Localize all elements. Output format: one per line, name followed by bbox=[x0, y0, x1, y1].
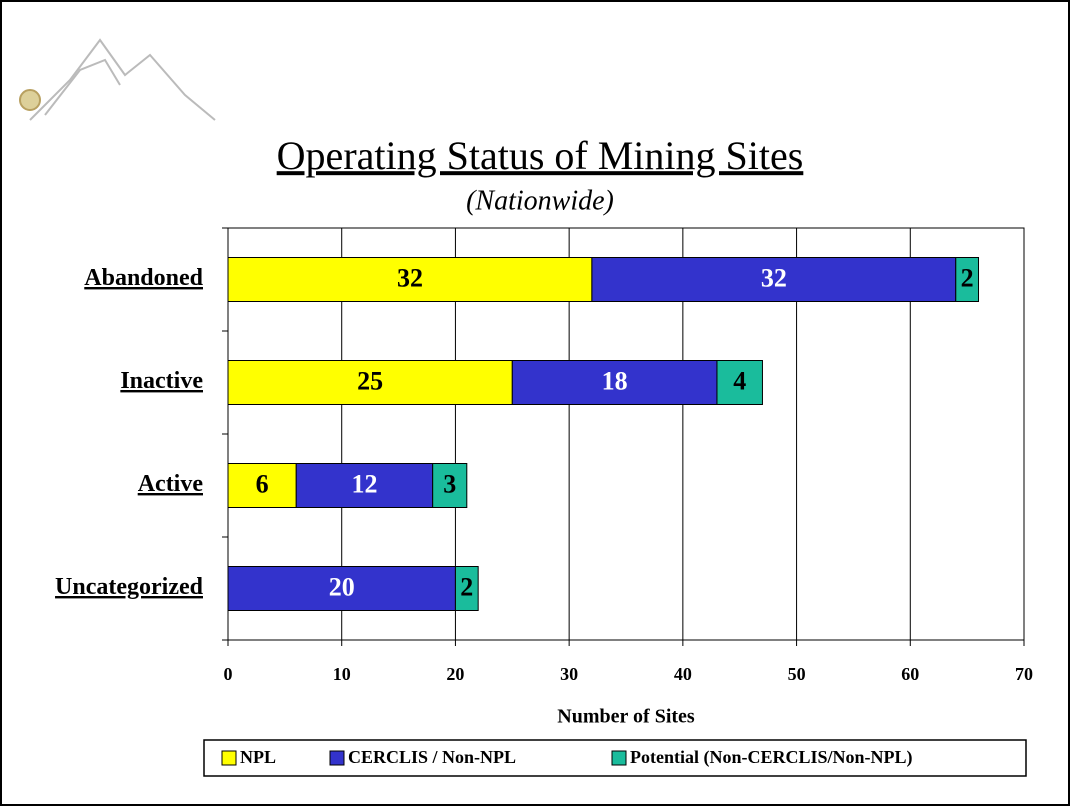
data-label: 6 bbox=[256, 469, 269, 498]
x-tick-label: 70 bbox=[1015, 664, 1033, 684]
y-tick-label: Active bbox=[138, 471, 204, 497]
legend-swatch bbox=[329, 750, 345, 766]
data-label: 2 bbox=[961, 263, 974, 292]
chart-title: Operating Status of Mining Sites bbox=[277, 133, 804, 178]
x-tick-label: 40 bbox=[674, 664, 692, 684]
x-tick-label: 20 bbox=[446, 664, 464, 684]
bar-segment bbox=[716, 360, 763, 405]
x-tick-label: 50 bbox=[788, 664, 806, 684]
bar-segment bbox=[454, 566, 479, 611]
bar-segment bbox=[955, 257, 980, 302]
logo bbox=[19, 38, 216, 121]
data-label: 12 bbox=[351, 469, 377, 498]
legend-swatch bbox=[611, 750, 627, 766]
y-tick-label: Inactive bbox=[120, 368, 203, 394]
y-tick-label: Uncategorized bbox=[55, 574, 204, 600]
bar-segment bbox=[227, 257, 593, 302]
data-label: 18 bbox=[602, 366, 628, 395]
bar-segment bbox=[295, 463, 434, 508]
x-tick-label: 0 bbox=[224, 664, 233, 684]
legend-label: CERCLIS / Non-NPL bbox=[348, 747, 516, 767]
x-axis-label: Number of Sites bbox=[557, 706, 695, 728]
x-tick-label: 10 bbox=[333, 664, 351, 684]
data-label: 25 bbox=[357, 366, 383, 395]
data-label: 2 bbox=[460, 572, 473, 601]
data-label: 32 bbox=[761, 263, 787, 292]
bar-segment bbox=[227, 463, 297, 508]
x-tick-label: 60 bbox=[901, 664, 919, 684]
data-label: 32 bbox=[397, 263, 423, 292]
bar-segment bbox=[227, 566, 456, 611]
x-tick-label: 30 bbox=[560, 664, 578, 684]
legend-label: Potential (Non-CERCLIS/Non-NPL) bbox=[630, 747, 913, 768]
bar-segment bbox=[227, 360, 513, 405]
data-label: 20 bbox=[329, 572, 355, 601]
legend-label: NPL bbox=[240, 747, 276, 767]
data-label: 4 bbox=[733, 366, 746, 395]
y-tick-label: Abandoned bbox=[84, 265, 203, 291]
chart-subtitle: (Nationwide) bbox=[466, 185, 614, 216]
bar-segment bbox=[432, 463, 468, 508]
data-label: 3 bbox=[443, 469, 456, 498]
legend-swatch bbox=[221, 750, 237, 766]
bar-segment bbox=[511, 360, 718, 405]
